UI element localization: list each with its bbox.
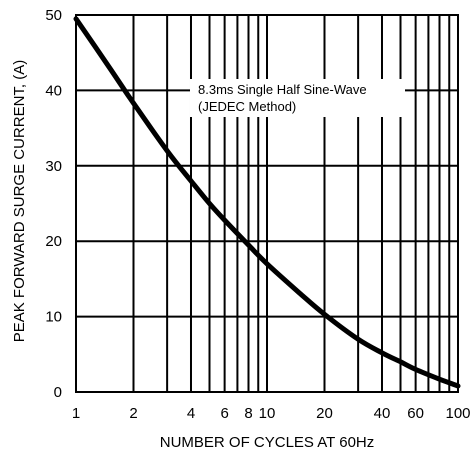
x-tick-label-8: 60 [407, 405, 424, 422]
y-tick-label-3: 30 [45, 158, 62, 175]
y-tick-label-5: 50 [45, 7, 62, 24]
x-tick-label-9: 100 [445, 405, 470, 422]
y-tick-label-4: 40 [45, 82, 62, 99]
annotation-line-1: 8.3ms Single Half Sine-Wave [198, 82, 367, 97]
y-tick-labels: 0 10 20 30 40 50 [45, 7, 62, 401]
y-tick-label-0: 0 [54, 384, 62, 401]
y-axis-title: PEAK FORWARD SURGE CURRENT, (A) [11, 60, 28, 343]
x-tick-label-5: 10 [259, 405, 276, 422]
x-axis-title: NUMBER OF CYCLES AT 60Hz [160, 434, 375, 451]
x-tick-label-6: 20 [316, 405, 333, 422]
x-tick-label-0: 1 [72, 405, 80, 422]
y-tick-label-1: 10 [45, 309, 62, 326]
plot-frame [75, 14, 459, 393]
x-gridlines [132, 15, 451, 392]
y-tick-label-2: 20 [45, 233, 62, 250]
x-tick-label-1: 2 [129, 405, 137, 422]
series-line-surge-current [73, 16, 461, 389]
x-tick-label-2: 4 [187, 405, 195, 422]
x-tick-label-3: 6 [220, 405, 228, 422]
x-tick-labels: 1 2 4 6 8 10 20 40 60 100 [72, 405, 471, 422]
annotation-background [190, 79, 405, 117]
x-tick-label-7: 40 [374, 405, 391, 422]
annotation-line-2: (JEDEC Method) [198, 99, 296, 114]
x-tick-label-4: 8 [244, 405, 252, 422]
annotation-box: 8.3ms Single Half Sine-Wave (JEDEC Metho… [190, 79, 405, 117]
